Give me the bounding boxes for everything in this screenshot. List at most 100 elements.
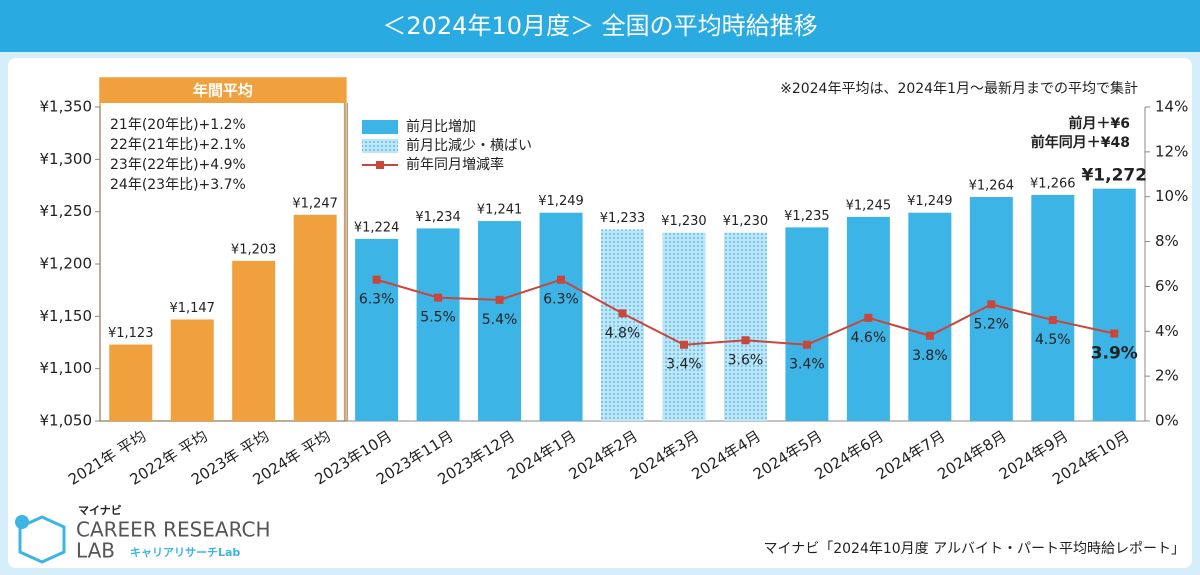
bar xyxy=(109,344,153,421)
bar xyxy=(723,232,767,421)
logo-line: LAB xyxy=(76,539,115,563)
marker xyxy=(987,300,996,309)
annual-note: 23年(22年比)+4.9% xyxy=(110,157,246,173)
annual-banner xyxy=(100,78,346,103)
value-label: 5.5% xyxy=(420,310,456,326)
value-label: ¥1,245 xyxy=(846,198,892,213)
bar xyxy=(662,232,706,421)
value-label: ¥1,234 xyxy=(415,210,461,225)
legend-label: 前年同月増減率 xyxy=(406,156,504,173)
bar xyxy=(601,229,644,421)
y2-tick-label: 8% xyxy=(1155,232,1179,250)
value-label: ¥1,266 xyxy=(1030,176,1076,191)
value-label: ¥1,233 xyxy=(600,211,646,226)
value-label: 5.2% xyxy=(974,316,1010,332)
y2-tick-label: 10% xyxy=(1155,187,1188,205)
value-label: 6.3% xyxy=(359,292,395,308)
annual-banner-label: 年間平均 xyxy=(193,82,253,100)
marker xyxy=(864,313,873,322)
marker xyxy=(495,295,504,304)
y-tick-label: ¥1,150 xyxy=(40,307,93,325)
bar xyxy=(478,221,522,421)
legend-marker xyxy=(376,161,384,169)
y2-tick-label: 14% xyxy=(1155,98,1188,116)
change-note: 前年同月＋¥48 xyxy=(1031,134,1130,151)
bar xyxy=(1031,194,1075,421)
logo-line: CAREER RESEARCH xyxy=(76,518,271,542)
value-label: ¥1,203 xyxy=(231,242,277,257)
value-label: 3.6% xyxy=(728,352,764,368)
value-label: 3.4% xyxy=(789,357,825,373)
value-label: 4.5% xyxy=(1035,332,1071,348)
marker xyxy=(679,340,688,349)
marker xyxy=(802,340,811,349)
source: マイナビ「2024年10月度 アルバイト・パート平均時給レポート」 xyxy=(764,541,1185,557)
y2-tick-label: 4% xyxy=(1155,322,1179,340)
bar xyxy=(355,238,399,421)
y-tick-label: ¥1,350 xyxy=(40,98,93,116)
logo: マイナビ CAREER RESEARCH LAB キャリアリサーチLab xyxy=(15,503,271,564)
marker xyxy=(925,331,934,340)
annual-note: 21年(20年比)+1.2% xyxy=(110,117,246,133)
marker xyxy=(618,309,627,318)
y-tick-label: ¥1,100 xyxy=(40,359,93,377)
y2-tick-label: 0% xyxy=(1155,412,1179,430)
bar xyxy=(539,212,583,421)
value-label: ¥1,264 xyxy=(969,179,1015,194)
y2-tick-label: 12% xyxy=(1155,142,1188,160)
bar xyxy=(908,212,952,421)
bar xyxy=(170,319,214,421)
y-tick-label: ¥1,200 xyxy=(40,255,93,273)
value-label: ¥1,249 xyxy=(538,194,584,209)
y2-tick-label: 6% xyxy=(1155,277,1179,295)
note: ※2024年平均は、2024年1月～最新月までの平均で集計 xyxy=(780,80,1138,97)
logo-dot xyxy=(15,515,29,529)
marker xyxy=(372,275,381,284)
value-label: 3.8% xyxy=(912,348,948,364)
legend-label: 前月比増加 xyxy=(406,118,476,135)
value-label: 4.8% xyxy=(605,325,641,341)
logo-icon xyxy=(18,515,66,564)
value-label: ¥1,241 xyxy=(477,203,523,218)
bar xyxy=(785,227,829,421)
value-label: 5.4% xyxy=(482,312,518,328)
bar xyxy=(416,228,460,421)
panel xyxy=(8,58,1192,568)
header xyxy=(0,0,1200,52)
value-label: ¥1,123 xyxy=(108,326,154,341)
chart-title: ＜2024年10月度＞ 全国の平均時給推移 xyxy=(382,12,817,40)
value-label: ¥1,230 xyxy=(661,214,707,229)
value-label: ¥1,235 xyxy=(784,209,830,224)
logo-sub: キャリアリサーチLab xyxy=(130,546,240,559)
value-label: 3.4% xyxy=(666,357,702,373)
value-label: ¥1,147 xyxy=(169,301,215,316)
bar xyxy=(293,214,337,421)
marker xyxy=(1048,316,1057,325)
y-tick-label: ¥1,050 xyxy=(40,412,93,430)
change-note: 前月＋¥6 xyxy=(1069,115,1130,132)
bar xyxy=(232,260,276,421)
value-label: ¥1,230 xyxy=(723,214,769,229)
legend-label: 前月比減少・横ばい xyxy=(406,137,532,154)
logo-brand: マイナビ xyxy=(78,503,122,517)
value-label: 3.9% xyxy=(1091,344,1138,364)
y2-tick-label: 2% xyxy=(1155,367,1179,385)
legend-swatch xyxy=(362,120,398,134)
legend-swatch xyxy=(362,139,398,153)
y-tick-label: ¥1,250 xyxy=(40,202,93,220)
value-label: 6.3% xyxy=(543,292,579,308)
marker xyxy=(1110,329,1119,338)
value-label: ¥1,272 xyxy=(1081,166,1147,186)
marker xyxy=(557,275,566,284)
value-label: ¥1,224 xyxy=(354,220,400,235)
marker xyxy=(434,293,443,302)
annual-note: 24年(23年比)+3.7% xyxy=(110,177,246,193)
bar xyxy=(1092,188,1136,421)
value-label: ¥1,247 xyxy=(292,196,338,211)
annual-note: 22年(21年比)+2.1% xyxy=(110,137,246,153)
value-label: 4.6% xyxy=(851,330,887,346)
marker xyxy=(741,336,750,345)
y-tick-label: ¥1,300 xyxy=(40,150,93,168)
